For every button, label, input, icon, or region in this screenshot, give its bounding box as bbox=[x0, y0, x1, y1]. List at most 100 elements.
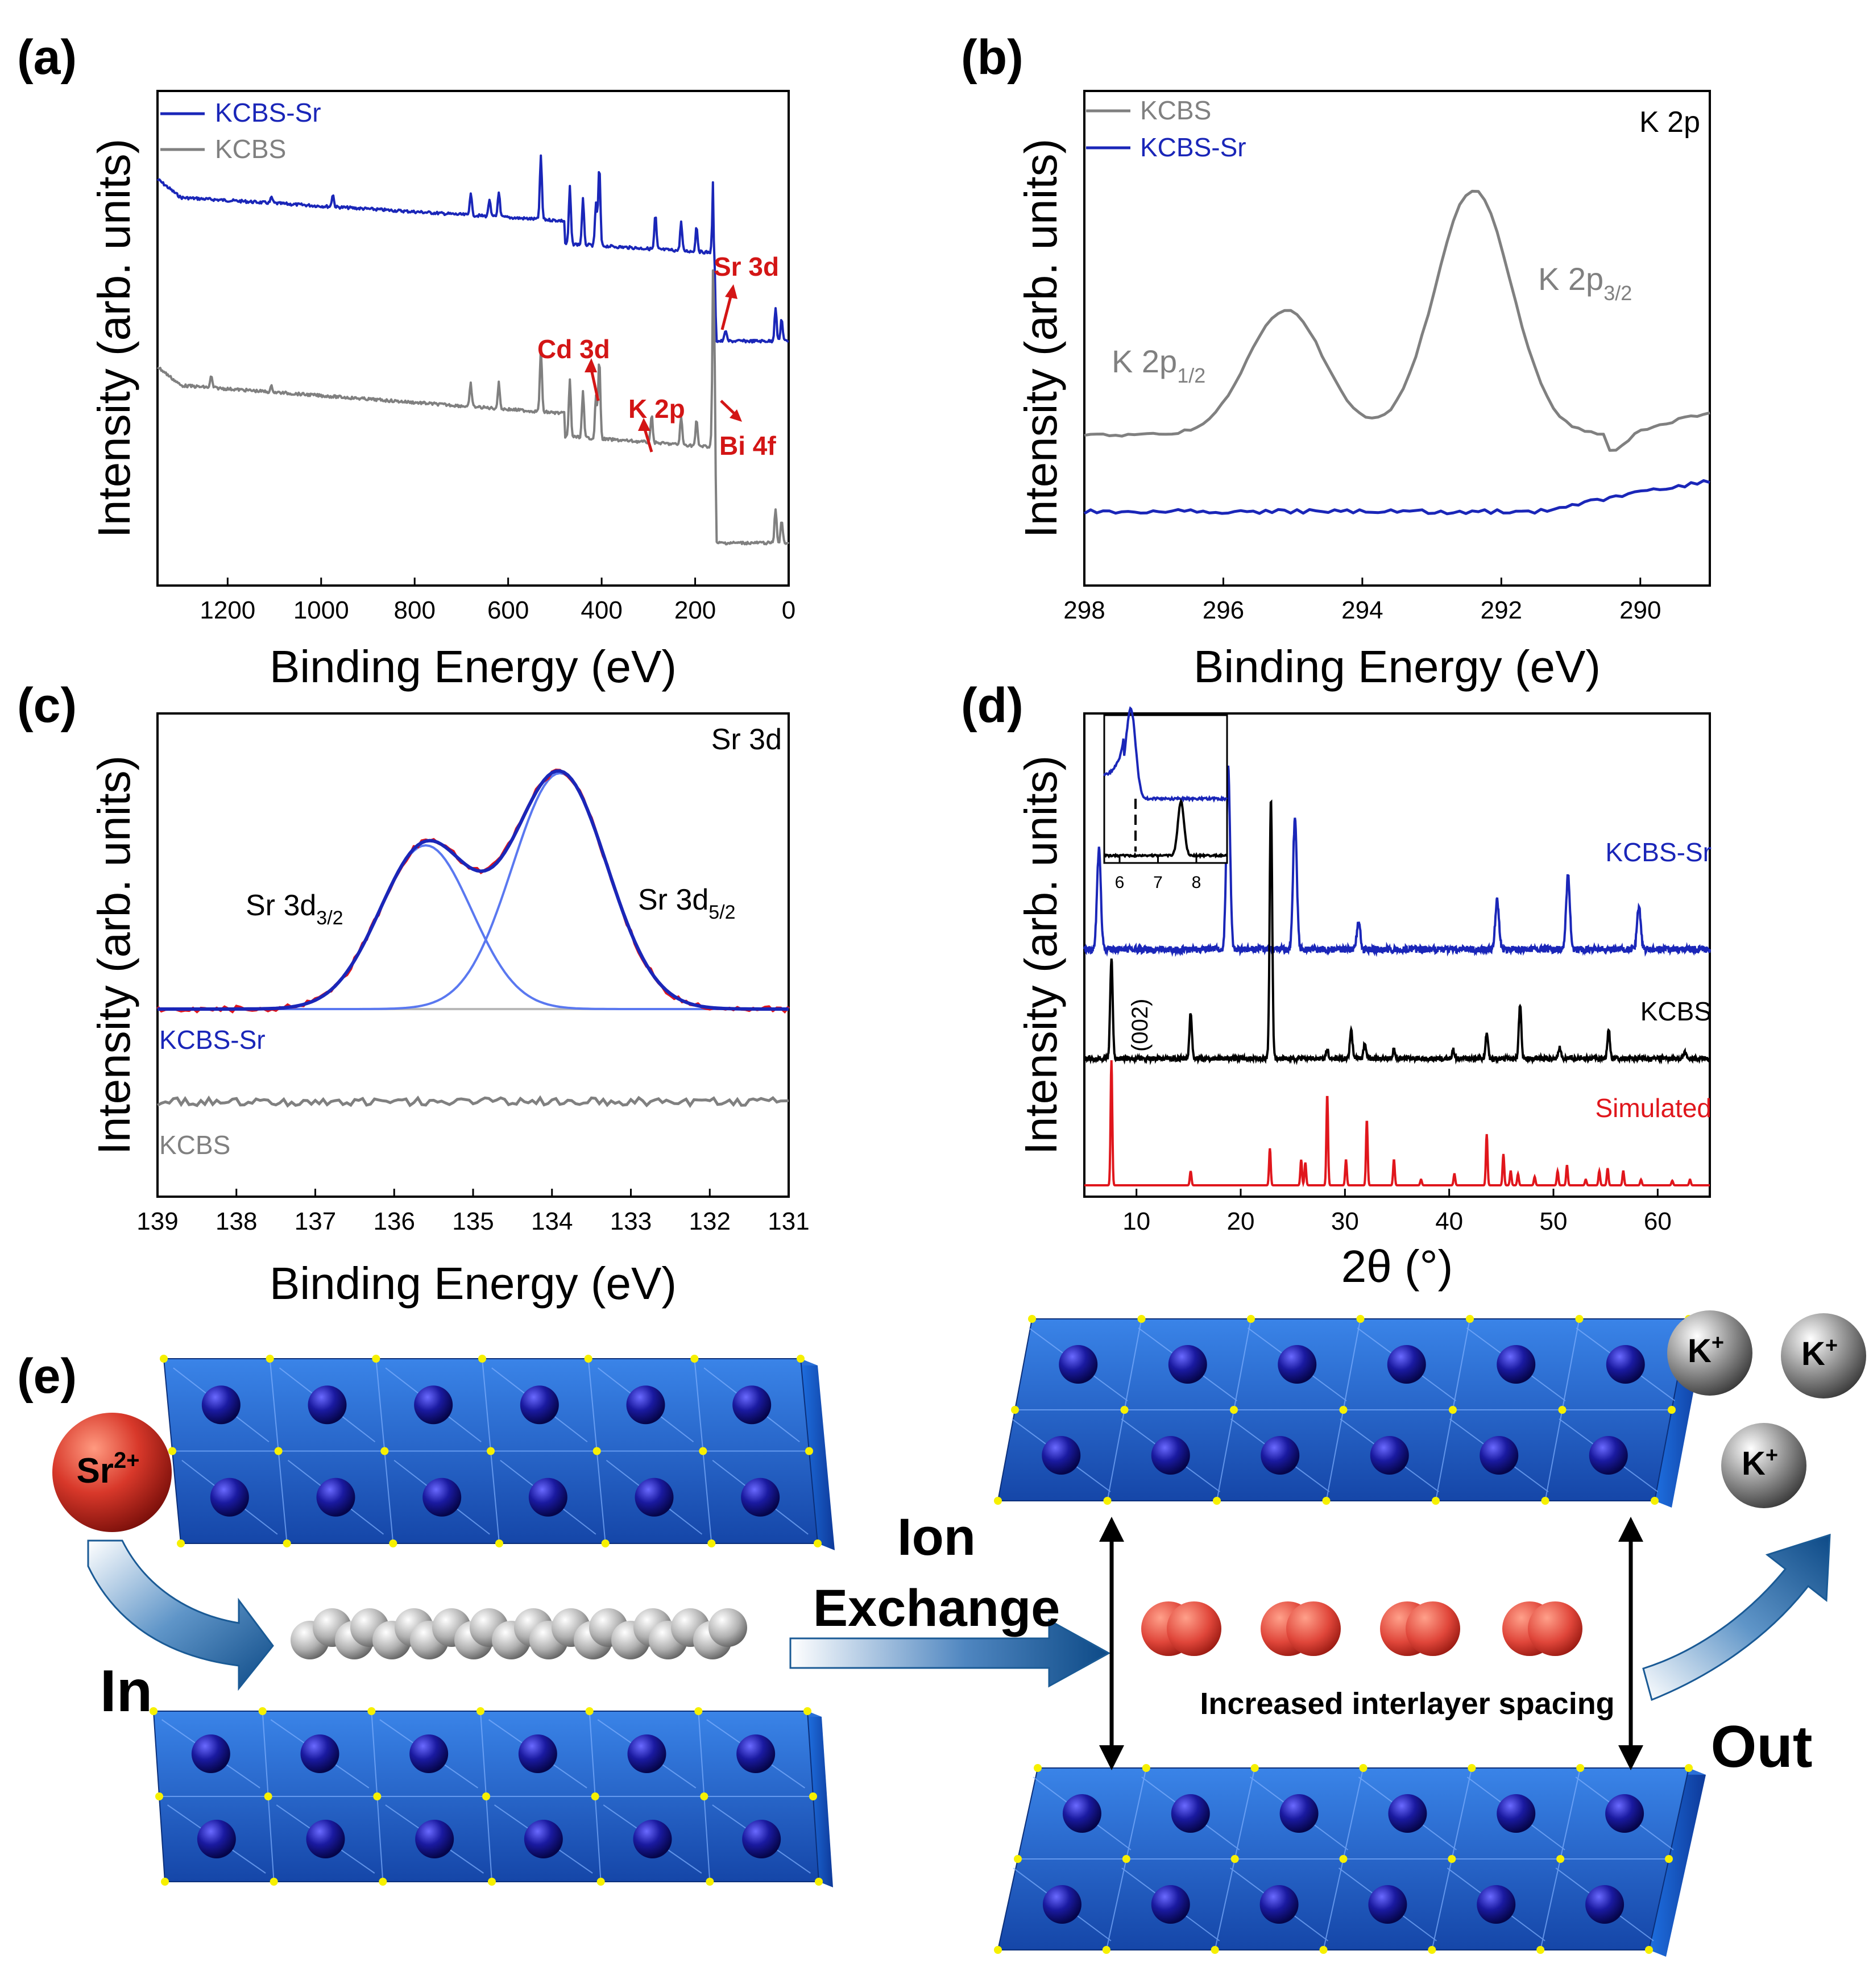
slab-left-top-atom-0-0 bbox=[201, 1385, 241, 1425]
sr-ion-label: Sr2+ bbox=[76, 1448, 139, 1491]
slab-left-bottom-atom-1-5 bbox=[742, 1820, 781, 1858]
slab-left-top-vertex-1-4 bbox=[592, 1447, 601, 1455]
slab-right-bottom-atom-0-5 bbox=[1605, 1794, 1644, 1833]
panel-a-x-axis-label: Binding Energy (eV) bbox=[270, 641, 677, 692]
panel-a-y-axis-label: Intensity (arb. units) bbox=[89, 139, 139, 538]
slab-right-bottom-vertices bbox=[994, 1764, 1693, 1954]
slab-right-top-vertex-0-1 bbox=[1137, 1315, 1146, 1323]
k-ion-sphere-1 bbox=[1667, 1310, 1752, 1396]
panel-c-tick-label-8: 131 bbox=[768, 1207, 809, 1235]
series-label-c-kcbs: KCBS bbox=[159, 1130, 230, 1160]
slab-left-bottom-vertex-1-5 bbox=[700, 1792, 708, 1800]
slab-left-bottom-atom-0-4 bbox=[627, 1734, 666, 1773]
slab-right-bottom-vertex-1-6 bbox=[1665, 1855, 1673, 1863]
slab-left-top-vertex-0-1 bbox=[266, 1355, 274, 1363]
panel-b-tick-label-0: 298 bbox=[1063, 596, 1105, 624]
label-k-2p-three-halves: K 2p3/2 bbox=[1538, 261, 1632, 305]
slab-right-bottom-vertex-0-2 bbox=[1250, 1764, 1259, 1772]
panel-c-tick-label-4: 135 bbox=[452, 1207, 494, 1235]
slab-right-bottom-vertex-2-5 bbox=[1536, 1946, 1545, 1954]
slab-right-bottom-atom-0-3 bbox=[1388, 1794, 1427, 1833]
slab-right-bottom-atom-1-5 bbox=[1585, 1885, 1625, 1924]
slab-right-top-atom-1-1 bbox=[1151, 1436, 1190, 1475]
slab-left-top-side bbox=[801, 1359, 835, 1550]
slab-left-top-atom-1-2 bbox=[422, 1477, 462, 1517]
panel-b-tick-label-3: 292 bbox=[1481, 596, 1522, 624]
slab-right-bottom-vertex-1-1 bbox=[1122, 1855, 1130, 1863]
slab-right-top-atom-1-2 bbox=[1261, 1436, 1300, 1475]
panel-a-tick-label-0: 1200 bbox=[200, 596, 255, 624]
slab-left-bottom-atom-0-5 bbox=[736, 1734, 776, 1773]
slab-left-bottom-vertex-2-6 bbox=[815, 1878, 823, 1886]
slab-left-top-atom-0-4 bbox=[626, 1385, 665, 1425]
series-kcbs-survey bbox=[156, 269, 790, 546]
slab-right-top-vertex-1-6 bbox=[1668, 1406, 1676, 1414]
series-label-c-kcbs-sr: KCBS-Sr bbox=[159, 1025, 266, 1055]
slab-left-bottom-atom-0-2 bbox=[409, 1734, 449, 1773]
slab-right-bottom-atom-0-1 bbox=[1171, 1794, 1210, 1833]
slab-left-top-atom-1-3 bbox=[528, 1477, 567, 1517]
arrow-k-2p bbox=[643, 429, 653, 453]
slab-right-bottom-vertex-2-0 bbox=[994, 1946, 1002, 1954]
slab-left-top-atom-0-5 bbox=[732, 1385, 772, 1425]
slab-left-bottom-vertex-2-5 bbox=[706, 1878, 714, 1886]
k-ion-symbol-2: K bbox=[1801, 1335, 1825, 1372]
arrowhead-cd-3d bbox=[585, 358, 597, 372]
sr-pair-2-b bbox=[1406, 1601, 1460, 1656]
inset-series-kcbs-sr bbox=[1103, 706, 1228, 803]
legend-b-kcbs-sr: KCBS-Sr bbox=[1140, 132, 1246, 162]
slab-left-top-vertex-0-2 bbox=[372, 1355, 380, 1363]
k-ion-charge-3: + bbox=[1766, 1443, 1778, 1467]
slab-left-bottom-vertex-1-4 bbox=[591, 1792, 599, 1800]
slab-left-top-atom-1-0 bbox=[210, 1477, 249, 1517]
inset-x-ticks: 6 7 8 bbox=[1115, 855, 1201, 892]
slab-right-top-vertex-2-3 bbox=[1322, 1497, 1331, 1505]
panel-c-tick-label-7: 132 bbox=[689, 1207, 731, 1235]
slab-right-bottom-vertex-0-4 bbox=[1468, 1764, 1476, 1772]
slab-right-bottom-atom-0-0 bbox=[1062, 1794, 1101, 1833]
panel-c-tick-label-3: 136 bbox=[374, 1207, 415, 1235]
arrow-bi-4f bbox=[720, 400, 736, 415]
panel-c-tick-label-6: 133 bbox=[610, 1207, 652, 1235]
slab-right-top-vertex-0-4 bbox=[1466, 1315, 1474, 1323]
slab-right-top-vertex-0-3 bbox=[1356, 1315, 1365, 1323]
panel-b-tick-label-4: 290 bbox=[1619, 596, 1661, 624]
slab-right-top bbox=[994, 1315, 1706, 1508]
panel-b-x-ticks: 298 296 294 292 290 bbox=[1063, 578, 1661, 624]
slab-left-top-vertices bbox=[160, 1355, 822, 1547]
slab-left-bottom-vertex-1-0 bbox=[155, 1792, 163, 1800]
annotation-cd-3d: Cd 3d bbox=[537, 334, 610, 364]
slab-left-bottom-vertices bbox=[150, 1707, 823, 1886]
slab-left-top-vertex-1-6 bbox=[805, 1447, 813, 1455]
slab-left-bottom-vertex-2-3 bbox=[488, 1878, 496, 1886]
slab-left-bottom-vertex-2-1 bbox=[270, 1878, 278, 1886]
in-label: In bbox=[100, 1658, 152, 1724]
panel-d-frame bbox=[1083, 712, 1711, 1198]
slab-left-top-atom-1-4 bbox=[635, 1477, 674, 1517]
slab-left-bottom-vertex-1-6 bbox=[809, 1792, 817, 1800]
k-ion-sphere-2 bbox=[1781, 1313, 1866, 1398]
panel-a-frame bbox=[156, 90, 790, 587]
legend-a-kcbs-sr: KCBS-Sr bbox=[215, 98, 321, 127]
series-kcbs-sr-survey bbox=[156, 154, 789, 344]
k-ion-label-1: K+ bbox=[1688, 1331, 1724, 1369]
slab-left-bottom-vertex-1-3 bbox=[482, 1792, 490, 1800]
panel-c-tick-label-0: 139 bbox=[136, 1207, 178, 1235]
spacing-arrow-right-bottom bbox=[1618, 1745, 1643, 1770]
slab-right-top-vertex-2-6 bbox=[1651, 1497, 1659, 1505]
panel-a-tick-label-2: 800 bbox=[394, 596, 436, 624]
panel-label-e: (e) bbox=[17, 1349, 77, 1404]
slab-left-bottom-vertex-0-1 bbox=[258, 1707, 267, 1715]
panel-b-x-axis-label: Binding Energy (eV) bbox=[1194, 641, 1601, 692]
slab-left-top-atom-1-5 bbox=[741, 1477, 780, 1517]
slab-left-bottom-vertex-1-1 bbox=[264, 1792, 272, 1800]
annotation-k-2p: K 2p bbox=[628, 394, 685, 424]
legend-a-kcbs: KCBS bbox=[215, 134, 286, 164]
arrow-sr-3d bbox=[720, 294, 733, 330]
panel-d-tick-label-2: 30 bbox=[1331, 1207, 1359, 1235]
slab-right-bottom-atom-0-2 bbox=[1279, 1794, 1319, 1833]
slab-left-bottom-vertex-0-4 bbox=[585, 1707, 594, 1715]
sr-ion-sphere bbox=[52, 1413, 172, 1532]
slab-left-top-vertex-1-5 bbox=[699, 1447, 707, 1455]
slab-right-top-atom-0-5 bbox=[1606, 1345, 1645, 1384]
